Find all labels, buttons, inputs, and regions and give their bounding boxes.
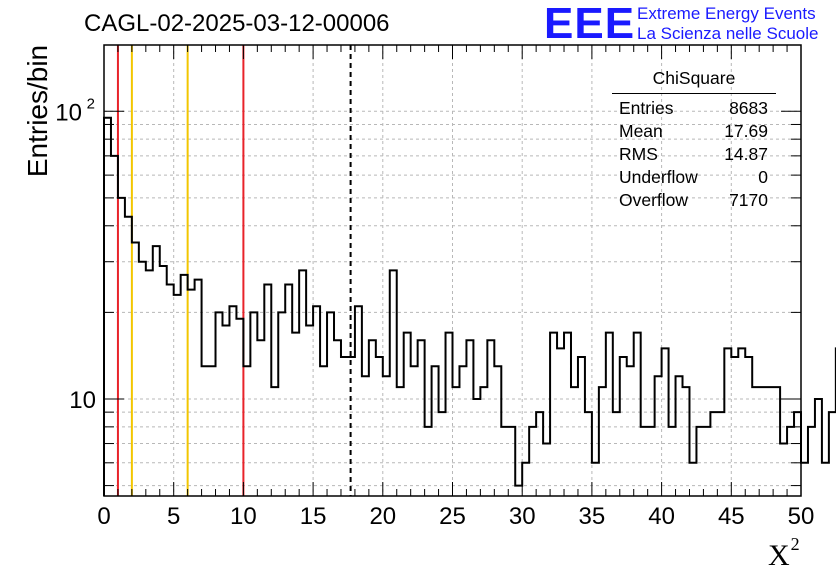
stats-value: 8683 — [729, 98, 768, 118]
logo-subtitle-1: Extreme Energy Events — [637, 4, 816, 23]
x-tick-label: 10 — [230, 503, 257, 530]
y-tick-label-exponent: 2 — [87, 95, 95, 112]
stats-row: Overflow 7170 — [612, 189, 776, 212]
histogram-series — [103, 116, 836, 496]
x-tick-label: 50 — [788, 503, 815, 530]
y-tick-label: 10 — [69, 387, 96, 414]
chart-title: CAGL-02-2025-03-12-00006 — [84, 10, 390, 37]
x-tick-label: 45 — [718, 503, 745, 530]
x-axis-label: X2 — [768, 534, 800, 573]
stats-label: Mean — [619, 121, 663, 141]
y-tick-label: 10 — [55, 99, 82, 126]
stats-value: 7170 — [729, 190, 768, 210]
x-tick-label: 40 — [648, 503, 675, 530]
logo-subtitle-2: La Scienza nelle Scuole — [637, 24, 819, 43]
stats-value: 17.69 — [724, 121, 768, 141]
y-axis-label: Entries/bin — [22, 44, 53, 178]
stats-value: 0 — [758, 167, 768, 187]
x-tick-label: 30 — [509, 503, 536, 530]
x-tick-label: 25 — [439, 503, 466, 530]
stats-row: Entries 8683 — [612, 97, 776, 120]
stats-value: 14.87 — [724, 144, 768, 164]
x-tick-label: 15 — [300, 503, 327, 530]
x-tick-label: 0 — [97, 503, 110, 530]
stats-row: Mean 17.69 — [612, 120, 776, 143]
stats-box: ChiSquare Entries 8683 Mean 17.69 RMS 14.87… — [612, 68, 776, 212]
x-axis-label-base: X — [768, 539, 790, 572]
stats-label: RMS — [619, 144, 658, 164]
stats-title: ChiSquare — [612, 68, 776, 94]
stats-row: RMS 14.87 — [612, 143, 776, 166]
x-tick-label: 5 — [167, 503, 180, 530]
stats-label: Entries — [619, 98, 674, 118]
stats-row: Underflow 0 — [612, 166, 776, 189]
stats-label: Overflow — [619, 190, 689, 210]
x-axis-label-exponent: 2 — [790, 534, 800, 554]
stats-label: Underflow — [619, 167, 698, 187]
x-tick-label: 20 — [369, 503, 396, 530]
x-tick-label: 35 — [579, 503, 606, 530]
eee-logo-mark: EEE — [544, 0, 636, 48]
